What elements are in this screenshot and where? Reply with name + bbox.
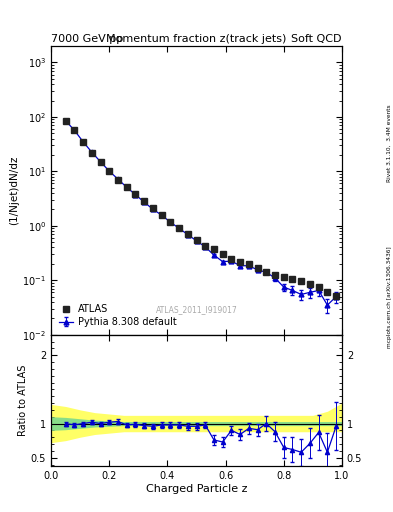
ATLAS: [142, 199, 147, 205]
Text: Rivet 3.1.10,  3.4M events: Rivet 3.1.10, 3.4M events: [387, 104, 392, 182]
ATLAS: [281, 274, 286, 280]
Y-axis label: (1/Njet)dN/dz: (1/Njet)dN/dz: [9, 156, 20, 225]
Text: ATLAS_2011_I919017: ATLAS_2011_I919017: [156, 306, 237, 314]
ATLAS: [316, 284, 321, 290]
Line: ATLAS: ATLAS: [63, 118, 339, 298]
ATLAS: [151, 205, 155, 211]
ATLAS: [168, 219, 173, 225]
ATLAS: [98, 159, 103, 165]
ATLAS: [246, 261, 251, 267]
ATLAS: [220, 251, 225, 258]
Text: 7000 GeV pp: 7000 GeV pp: [51, 33, 123, 44]
ATLAS: [107, 168, 112, 175]
ATLAS: [255, 265, 260, 271]
ATLAS: [194, 237, 199, 243]
ATLAS: [290, 276, 295, 282]
ATLAS: [133, 191, 138, 197]
Legend: ATLAS, Pythia 8.308 default: ATLAS, Pythia 8.308 default: [56, 301, 180, 330]
ATLAS: [90, 150, 94, 156]
ATLAS: [116, 177, 120, 183]
ATLAS: [63, 118, 68, 124]
ATLAS: [81, 139, 85, 145]
ATLAS: [325, 289, 330, 295]
ATLAS: [211, 246, 216, 252]
ATLAS: [159, 211, 164, 218]
ATLAS: [308, 281, 312, 287]
ATLAS: [273, 272, 277, 278]
ATLAS: [72, 127, 77, 133]
ATLAS: [124, 184, 129, 190]
ATLAS: [185, 230, 190, 237]
Title: Momentum fraction z(track jets): Momentum fraction z(track jets): [107, 34, 286, 44]
Text: mcplots.cern.ch [arXiv:1306.3436]: mcplots.cern.ch [arXiv:1306.3436]: [387, 246, 392, 348]
ATLAS: [203, 243, 208, 249]
Text: Soft QCD: Soft QCD: [292, 33, 342, 44]
ATLAS: [334, 293, 338, 299]
ATLAS: [264, 269, 269, 275]
Y-axis label: Ratio to ATLAS: Ratio to ATLAS: [18, 365, 28, 436]
ATLAS: [177, 225, 182, 231]
ATLAS: [299, 279, 303, 285]
X-axis label: Charged Particle z: Charged Particle z: [146, 483, 247, 494]
ATLAS: [238, 259, 242, 265]
ATLAS: [229, 255, 234, 262]
